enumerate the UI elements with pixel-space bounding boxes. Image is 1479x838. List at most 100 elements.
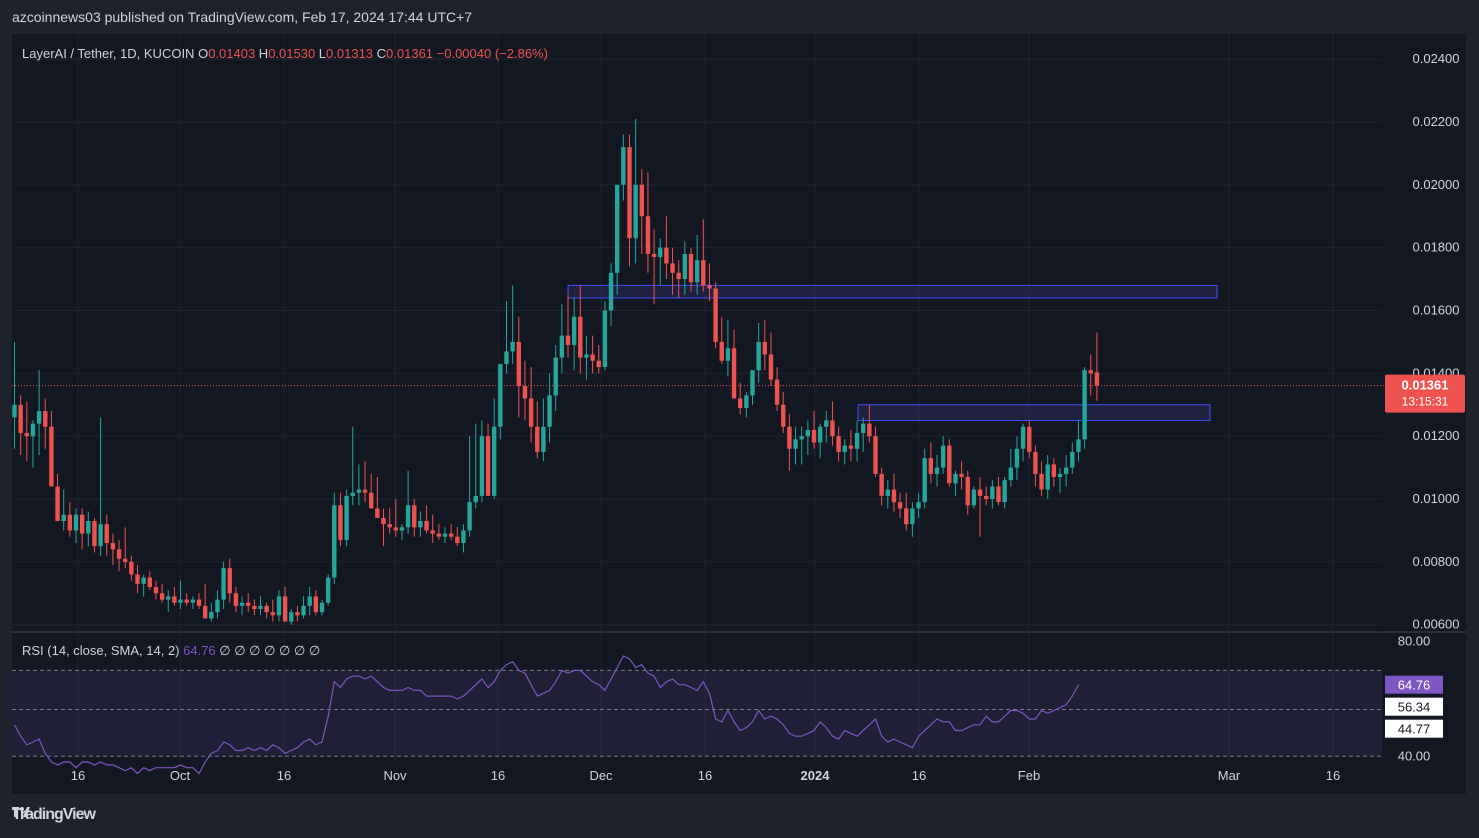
candle-body <box>12 404 17 418</box>
candle-body <box>701 260 706 286</box>
candle-body <box>239 602 245 606</box>
candle-body <box>861 423 866 434</box>
candle-body <box>295 612 300 616</box>
candle-body <box>485 436 491 496</box>
candle-body <box>571 316 577 346</box>
candle-body <box>744 395 749 408</box>
candle-body <box>781 404 786 427</box>
candle-body <box>738 398 743 408</box>
candle-body <box>430 530 435 534</box>
candle-body <box>953 473 958 484</box>
candle-body <box>590 354 595 361</box>
candle-body <box>688 253 694 283</box>
price-axis-label-4: 0.01600 <box>1413 303 1460 318</box>
candle-body <box>977 489 983 496</box>
price-axis-label-9: 0.00600 <box>1413 617 1460 632</box>
price-axis-label-6: 0.01200 <box>1413 428 1460 443</box>
rsi-line <box>13 655 1080 775</box>
candle-body <box>965 477 970 506</box>
candle-body <box>73 514 79 531</box>
candle-body <box>971 489 977 506</box>
candle-body <box>24 433 29 437</box>
candle-body <box>498 363 503 427</box>
candle-body <box>836 436 841 452</box>
candle-body <box>221 568 226 600</box>
candle-body <box>750 370 755 396</box>
candle-body <box>658 247 663 258</box>
candle-body <box>307 596 312 606</box>
candle-body <box>67 514 73 531</box>
candle-body <box>996 486 1001 503</box>
candle-body <box>528 398 534 427</box>
candle-body <box>842 445 847 452</box>
last-price-value: 0.01361 <box>1402 378 1449 393</box>
countdown-timer: 13:15:31 <box>1402 395 1449 409</box>
candle-body <box>436 533 442 537</box>
candle-body <box>123 558 128 562</box>
candle-body <box>246 602 251 606</box>
candle-body <box>276 596 282 616</box>
tradingview-logo-icon <box>12 807 30 817</box>
legend-h-value: 0.01530 <box>268 46 319 61</box>
candle-body <box>1014 448 1020 468</box>
candle-body <box>1094 372 1100 386</box>
candle-body <box>473 495 478 503</box>
candle-body <box>270 612 275 616</box>
candle-body <box>984 495 989 500</box>
candle-body <box>731 348 737 399</box>
candle-body <box>891 489 897 503</box>
candle-body <box>584 354 589 358</box>
candle-body <box>725 348 731 361</box>
candle-body <box>516 341 521 386</box>
candle-body <box>110 543 116 550</box>
candle-body <box>147 577 152 588</box>
candle-body <box>418 521 423 528</box>
candle-body <box>461 530 466 544</box>
chart-frame[interactable]: 0.02400 0.02200 0.02000 0.01800 0.01600 0.014… <box>12 34 1466 794</box>
candle-body <box>412 505 417 528</box>
candle-body <box>153 587 159 594</box>
candle-body <box>676 272 681 280</box>
candle-body <box>713 288 718 342</box>
candle-body <box>510 341 515 352</box>
legend-symbol: LayerAI / Tether, 1D, KUCOIN <box>22 46 198 61</box>
candle-body <box>350 492 355 496</box>
rsi-value-badge-text: 64.76 <box>1398 678 1431 693</box>
candle-body <box>633 184 638 239</box>
candle-body <box>301 605 306 616</box>
candle-body <box>1039 473 1044 490</box>
last-price-badge <box>1385 374 1465 413</box>
time-axis-label-7: 2024 <box>801 768 831 783</box>
candle-body <box>344 495 349 540</box>
time-axis-label-3: Nov <box>383 768 407 783</box>
candle-body <box>375 508 380 518</box>
candle-body <box>639 184 644 217</box>
candle-body <box>811 429 817 443</box>
resistance-zone-1 <box>857 404 1211 421</box>
legend-o-value: 0.01403 <box>208 46 259 61</box>
candle-body <box>159 593 165 600</box>
candle-body <box>947 445 952 484</box>
chart-canvas[interactable]: 0.02400 0.02200 0.02000 0.01800 0.01600 0.014… <box>12 34 1466 794</box>
candle-body <box>547 395 552 427</box>
time-axis-label-10: Mar <box>1218 768 1241 783</box>
candle-body <box>264 605 269 613</box>
candle-body <box>338 505 343 540</box>
candle-body <box>602 310 608 368</box>
candle-body <box>793 439 798 449</box>
time-axis-label-5: Dec <box>589 768 613 783</box>
candle-body <box>959 473 964 478</box>
candle-body <box>79 514 85 534</box>
candle-body <box>313 596 319 613</box>
price-axis-label-0: 0.02400 <box>1413 51 1460 66</box>
price-axis-label-8: 0.00800 <box>1413 554 1460 569</box>
candle-body <box>578 316 583 358</box>
candle-body <box>559 335 565 358</box>
candle-body <box>492 426 497 496</box>
candle-body <box>768 354 774 380</box>
rsi-low-badge-text: 44.77 <box>1398 722 1431 737</box>
legend-o-label: O <box>198 46 208 61</box>
candle-body <box>1002 480 1007 503</box>
footer-brand-text: TradingView <box>12 806 96 823</box>
candle-body <box>922 458 927 503</box>
